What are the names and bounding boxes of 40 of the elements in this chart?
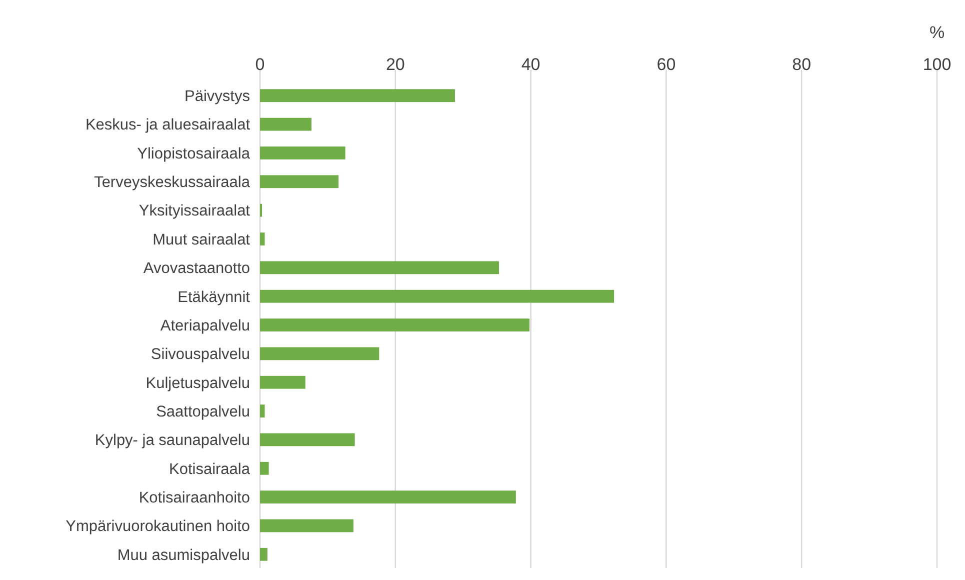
bar [260,433,355,446]
bar [260,376,306,389]
y-tick-label: Päivystys [184,88,250,106]
y-tick-label: Kotisairaala [169,460,250,478]
bar [260,290,614,303]
bar [260,347,380,360]
y-tick-label: Muut sairaalat [152,231,251,248]
bar [260,118,312,131]
y-tick-label: Kylpy- ja saunapalvelu [94,432,250,450]
x-tick-label: 20 [386,55,405,74]
y-tick-label: Etäkäynnit [178,288,251,306]
y-tick-label: Yksityissairaalat [138,202,251,220]
bar [260,490,516,504]
y-tick-label: Terveyskeskussairaala [94,174,250,192]
x-tick-label: 0 [255,55,265,74]
y-tick-label: Muu asumispalvelu [117,546,250,564]
y-tick-label: Ateriapalvelu [160,317,250,334]
bar [260,318,530,332]
y-tick-label: Saattopalvelu [156,403,250,420]
x-tick-label: 60 [656,55,676,74]
bar [260,261,499,274]
y-tick-label: Siivouspalvelu [150,346,250,364]
bar [260,519,354,532]
bar [260,89,455,102]
y-tick-label: Yliopistosairaala [137,145,250,162]
y-tick-label: Keskus- ja aluesairaalat [85,116,251,134]
bar [260,175,339,188]
y-tick-label: Kuljetuspalvelu [146,374,250,392]
y-tick-label: Kotisairaanhoito [138,489,250,506]
bar [260,232,265,246]
bar [260,462,269,475]
y-tick-label: Ympärivuorokautinen hoito [66,518,250,536]
bar [260,548,268,561]
x-tick-label: 40 [521,55,540,74]
y-tick-label: Avovastaanotto [143,260,250,278]
x-axis-title: % [929,23,945,42]
x-tick-label: 100 [922,55,952,74]
x-tick-label: 80 [792,55,812,74]
bar [260,146,346,160]
bar [260,404,265,418]
